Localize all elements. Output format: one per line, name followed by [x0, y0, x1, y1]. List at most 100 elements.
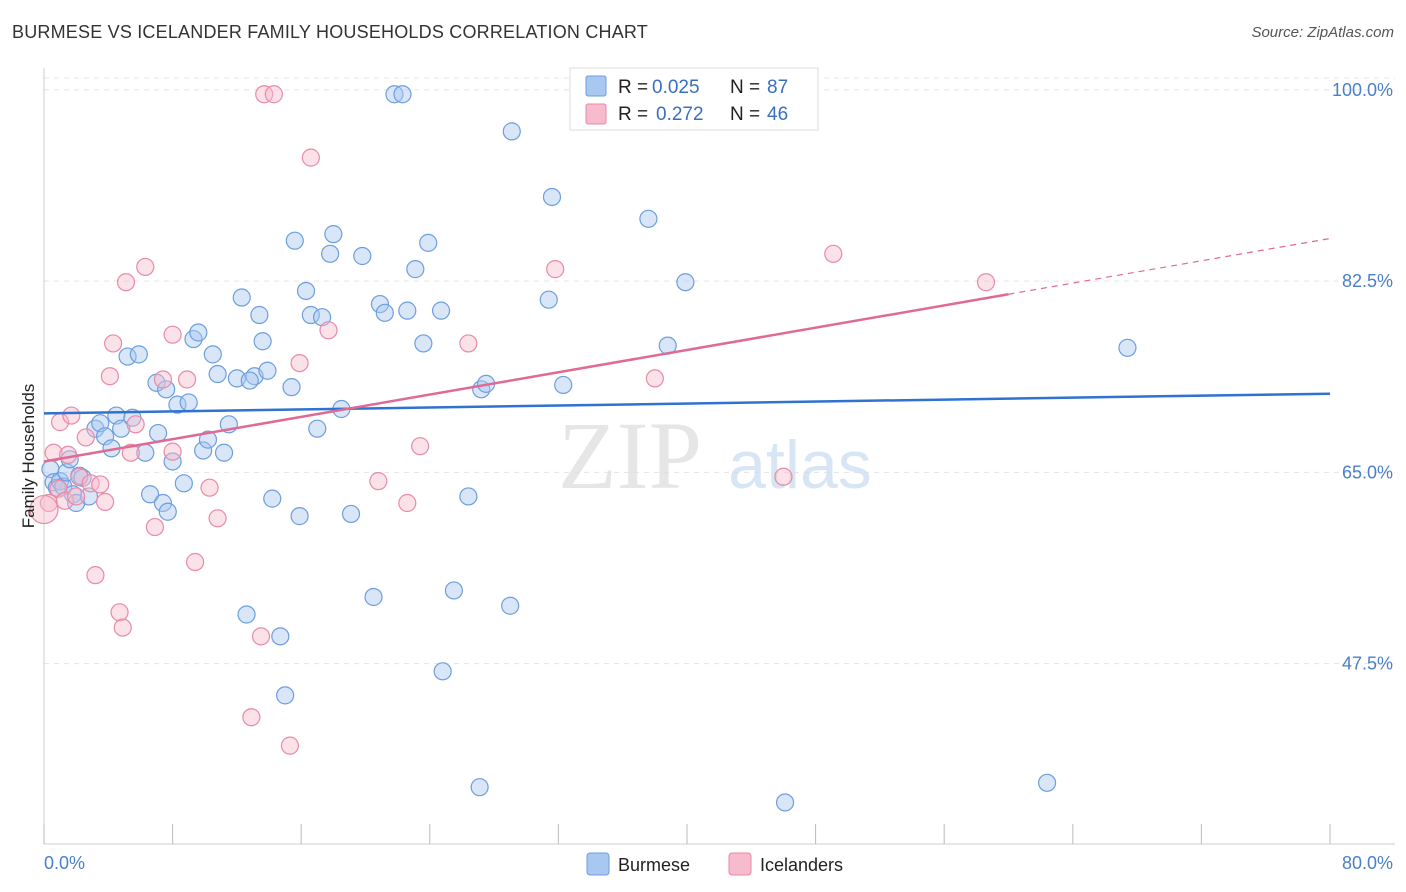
icelanders-point-38: [369, 472, 388, 491]
icelanders-point-45: [824, 244, 843, 263]
legend-r-label-icelanders: R =: [618, 104, 648, 125]
legend-r-label-burmese: R =: [618, 77, 648, 98]
burmese-point-40: [232, 288, 251, 307]
burmese-point-43: [250, 305, 269, 325]
icelanders-point-21: [136, 257, 155, 277]
icelanders-point-19: [121, 443, 140, 462]
burmese-point-18: [118, 347, 137, 366]
watermark-zip: ZIP: [558, 402, 702, 509]
burmese-point-22: [140, 485, 160, 504]
burmese-point-27: [163, 452, 182, 471]
burmese-point-25: [153, 493, 173, 513]
burmese-point-30: [179, 393, 198, 412]
icelanders-point-16: [110, 603, 129, 622]
legend-n-label-burmese: N =: [730, 77, 760, 98]
burmese-point-48: [276, 686, 295, 705]
icelanders-point-40: [411, 437, 430, 456]
icelanders-point-24: [163, 442, 182, 461]
icelanders-point-42: [546, 260, 565, 279]
burmese-point-63: [375, 303, 394, 322]
icelanders-point-edge: [29, 494, 59, 525]
icelanders-trend-line: [43, 293, 1009, 463]
burmese-point-78: [502, 122, 521, 141]
burmese-point-54: [308, 419, 327, 438]
icelanders-point-8: [70, 467, 89, 486]
icelanders-point-37: [319, 321, 338, 340]
icelanders-point-26: [177, 370, 197, 389]
icelanders-point-1: [44, 443, 63, 462]
legend-swatch-burmese: [585, 75, 607, 97]
burmese-point-80: [542, 187, 562, 207]
burmese-point-24: [149, 423, 168, 443]
burmese-point-66: [398, 301, 417, 320]
burmese-point-85: [775, 793, 795, 812]
burmese-point-49: [282, 378, 301, 397]
burmese-point-57: [324, 225, 343, 244]
source-label: Source: ZipAtlas.com: [1251, 24, 1394, 41]
y-tick-labels: 47.5% 65.0% 82.5% 100.0%: [1332, 80, 1393, 674]
icelanders-point-23: [153, 370, 173, 389]
icelanders-point-11: [86, 566, 105, 585]
icelanders-point-36: [301, 148, 320, 167]
burmese-point-29: [174, 474, 193, 493]
burmese-point-69: [419, 233, 438, 252]
icelanders-point-34: [280, 736, 300, 755]
icelanders-point-31: [251, 627, 271, 646]
burmese-point-61: [364, 587, 383, 607]
burmese-point-81: [554, 375, 573, 395]
burmese-point-45: [258, 361, 277, 380]
stats-legend-box: [569, 67, 819, 131]
icelanders-trend-extension: [1008, 237, 1331, 295]
y-tick-label-3: 100.0%: [1332, 80, 1393, 100]
burmese-point-46: [263, 489, 282, 508]
burmese-point-11: [79, 487, 99, 506]
watermark: ZIP atlas: [558, 402, 872, 509]
burmese-point-73: [459, 487, 478, 506]
icelanders-point-5: [59, 445, 78, 465]
burmese-point-47: [271, 627, 290, 646]
legend-n-label-icelanders: N =: [730, 104, 760, 125]
burmese-point-50: [285, 231, 304, 250]
bottom-legend-swatch-burmese[interactable]: [586, 852, 610, 876]
stats-legend: R = 0.025 N = 87 R = 0.272 N = 46: [569, 67, 819, 131]
icelanders-point-4: [55, 491, 74, 510]
icelanders-point-46: [976, 273, 996, 292]
burmese-point-56: [321, 244, 340, 263]
bottom-legend-label-icelanders[interactable]: Icelanders: [760, 855, 843, 875]
icelanders-point-39: [398, 493, 417, 513]
icelanders-point-25: [163, 325, 182, 344]
icelanders-point-43: [645, 369, 664, 388]
icelanders-point-6: [62, 406, 81, 425]
burmese-point-51: [290, 507, 309, 526]
legend-n-value-icelanders: 46: [767, 104, 788, 125]
burmese-point-72: [444, 581, 464, 600]
burmese-point-87: [1118, 338, 1137, 357]
burmese-point-89: [157, 380, 176, 399]
burmese-trend-line: [43, 392, 1331, 415]
axes-layer: [43, 68, 1395, 845]
burmese-point-20: [129, 345, 148, 364]
burmese-point-62: [370, 294, 390, 314]
icelanders-point-12: [91, 475, 110, 494]
burmese-point-59: [341, 504, 361, 524]
bottom-legend-swatch-icelanders[interactable]: [728, 852, 752, 876]
icelanders-point-30: [242, 708, 261, 727]
burmese-point-34: [198, 430, 218, 449]
trend-lines: [43, 237, 1331, 463]
icelanders-point-17: [113, 618, 132, 637]
icelanders-points: [29, 85, 996, 755]
burmese-point-79: [539, 290, 558, 309]
burmese-point-77: [501, 596, 520, 615]
icelanders-point-15: [104, 334, 123, 353]
legend-r-value-icelanders: 0.272: [656, 104, 704, 125]
y-axis-title: Family Households: [19, 384, 38, 529]
burmese-point-36: [208, 364, 227, 384]
icelanders-point-35: [290, 353, 309, 373]
chart-title: BURMESE VS ICELANDER FAMILY HOUSEHOLDS C…: [12, 22, 648, 42]
burmese-point-84: [676, 273, 695, 292]
burmese-point-33: [194, 441, 213, 460]
y-tick-label-2: 82.5%: [1342, 271, 1393, 291]
icelanders-point-41: [459, 334, 478, 353]
icelanders-point-7: [67, 487, 86, 506]
bottom-legend-label-burmese[interactable]: Burmese: [618, 855, 690, 875]
